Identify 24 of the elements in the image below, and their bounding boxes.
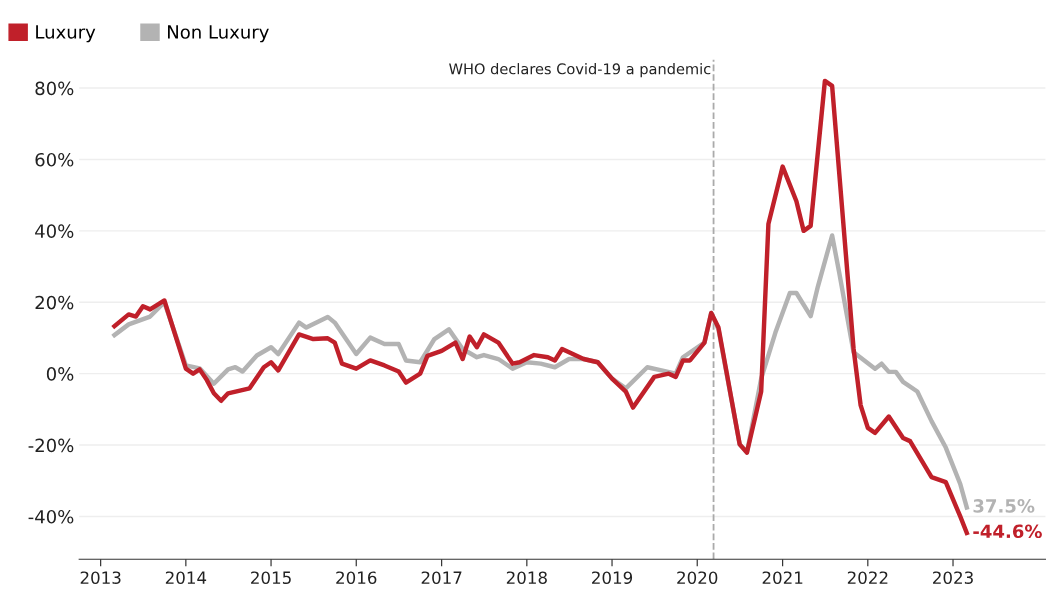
x-tick-label: 2016 xyxy=(336,571,377,585)
line-series xyxy=(112,78,970,536)
x-tick-label: 2013 xyxy=(80,571,121,585)
x-tick-label: 2014 xyxy=(165,571,207,585)
y-tick-label: -20% xyxy=(28,438,74,453)
annotation: 37.5% xyxy=(973,499,1035,513)
y-tick-label: 40% xyxy=(35,224,74,238)
legend-label: Non Luxury xyxy=(168,25,269,43)
x-tick-label: 2022 xyxy=(847,571,888,585)
x-tick-label: 2015 xyxy=(251,571,291,585)
ref-line-label: WHO declares Covid-19 a pandemic xyxy=(449,63,711,78)
y-tick-label: -40% xyxy=(28,509,74,524)
x-tick-label: 2023 xyxy=(933,571,973,585)
x-tick-label: 2020 xyxy=(677,571,718,585)
y-tick-label: 60% xyxy=(35,152,74,167)
x-tick-label: 2017 xyxy=(421,571,462,585)
x-tick-label: 2018 xyxy=(506,571,547,585)
x-tick-label: 2021 xyxy=(762,571,803,585)
y-tick-label: 0% xyxy=(46,367,74,381)
legend-label: Luxury xyxy=(36,25,96,43)
y-tick-label: 20% xyxy=(35,295,74,310)
x-tick-label: 2019 xyxy=(592,571,633,585)
y-tick-label: 80% xyxy=(35,81,74,96)
annotation: -44.6% xyxy=(973,524,1042,539)
